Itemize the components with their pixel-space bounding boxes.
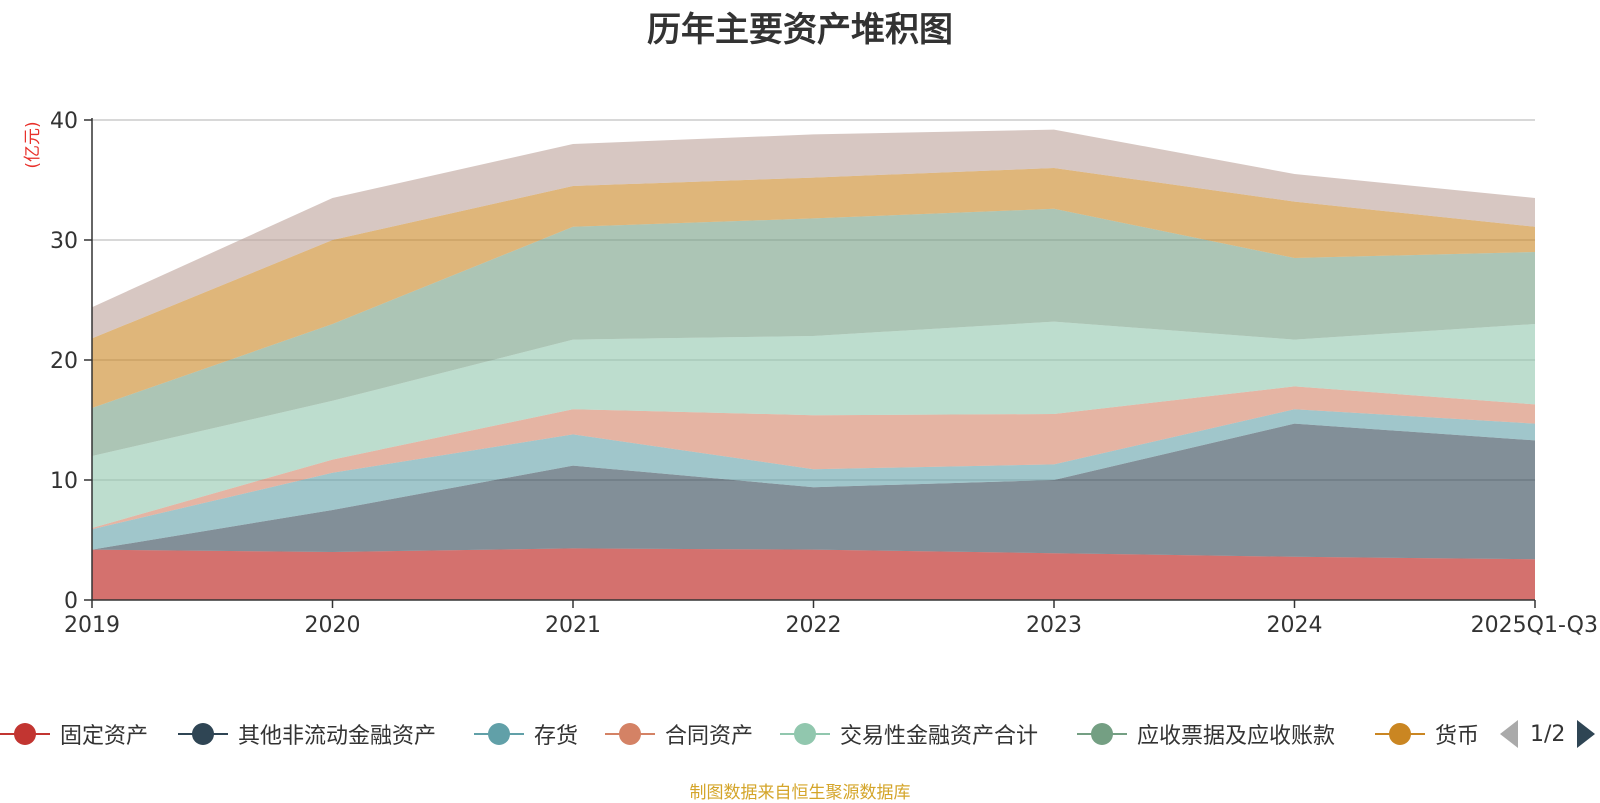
x-tick-label: 2024	[1267, 613, 1323, 638]
y-tick-label: 10	[50, 469, 78, 494]
legend-marker-icon	[1375, 716, 1425, 752]
legend-item-5[interactable]: 交易性金融资产合计	[780, 716, 1038, 752]
x-tick-label: 2023	[1026, 613, 1082, 638]
legend-marker-icon	[474, 716, 524, 752]
legend-label: 应收票据及应收账款	[1137, 724, 1336, 749]
legend-item-1[interactable]: 固定资产	[0, 716, 148, 752]
axes: 0 10 20 30 40 2019 2020 2021 2022 2023 2024 2025Q1-…	[50, 109, 1598, 638]
legend-item-2[interactable]: 其他非流动金融资产	[178, 716, 436, 752]
legend-prev-page-arrow-icon[interactable]	[1500, 720, 1518, 748]
stacked-area-chart: 0 10 20 30 40 2019 2020 2021 2022 2023 2024 2025Q1-…	[23, 109, 1598, 638]
legend-item-6[interactable]: 应收票据及应收账款	[1077, 716, 1335, 752]
area-series-6[interactable]	[92, 208, 1535, 456]
area-series-layer	[92, 129, 1535, 600]
area-series-8[interactable]	[92, 129, 1535, 339]
legend-pager: 1/2	[1500, 716, 1596, 752]
area-series-1[interactable]	[92, 548, 1535, 600]
y-tick-label: 0	[64, 589, 78, 614]
x-tick-label: 2025Q1-Q3	[1471, 613, 1598, 638]
legend-marker-icon	[780, 716, 830, 752]
legend-label: 合同资产	[665, 724, 754, 749]
legend-label: 存货	[534, 724, 579, 749]
legend-label: 货币	[1435, 724, 1480, 749]
area-series-7[interactable]	[92, 168, 1535, 408]
legend-label: 固定资产	[60, 724, 149, 749]
data-source-note: 制图数据来自恒生聚源数据库	[689, 783, 911, 803]
area-series-2[interactable]	[92, 423, 1535, 560]
legend-label: 交易性金融资产合计	[840, 724, 1039, 749]
x-tick-label: 2022	[786, 613, 842, 638]
legend-item-4[interactable]: 合同资产	[605, 716, 753, 752]
x-tick-label: 2020	[305, 613, 361, 638]
area-series-3[interactable]	[92, 409, 1535, 550]
legend-item-7[interactable]: 货币	[1375, 716, 1479, 752]
legend-marker-icon	[178, 716, 228, 752]
legend-next-page-arrow-icon[interactable]	[1577, 720, 1596, 748]
chart-title: 历年主要资产堆积图	[647, 10, 953, 50]
x-tick-label: 2021	[545, 613, 601, 638]
x-tick-label: 2019	[64, 613, 120, 638]
y-tick-label: 30	[50, 229, 78, 254]
legend-marker-icon	[605, 716, 655, 752]
legend: 固定资产 其他非流动金融资产 存货 合同资产 交易性金融资产合计 应收票据及应收账款 货币	[0, 716, 1600, 752]
legend-item-3[interactable]: 存货	[474, 716, 578, 752]
area-series-5[interactable]	[92, 321, 1535, 528]
legend-page-indicator: 1/2	[1530, 721, 1566, 747]
legend-label: 其他非流动金融资产	[238, 724, 437, 749]
area-series-4[interactable]	[92, 386, 1535, 530]
y-tick-label: 40	[50, 109, 78, 134]
legend-marker-icon	[0, 716, 50, 752]
y-tick-label: 20	[50, 349, 78, 374]
legend-marker-icon	[1077, 716, 1127, 752]
y-axis-unit-label: (亿元)	[23, 121, 43, 168]
